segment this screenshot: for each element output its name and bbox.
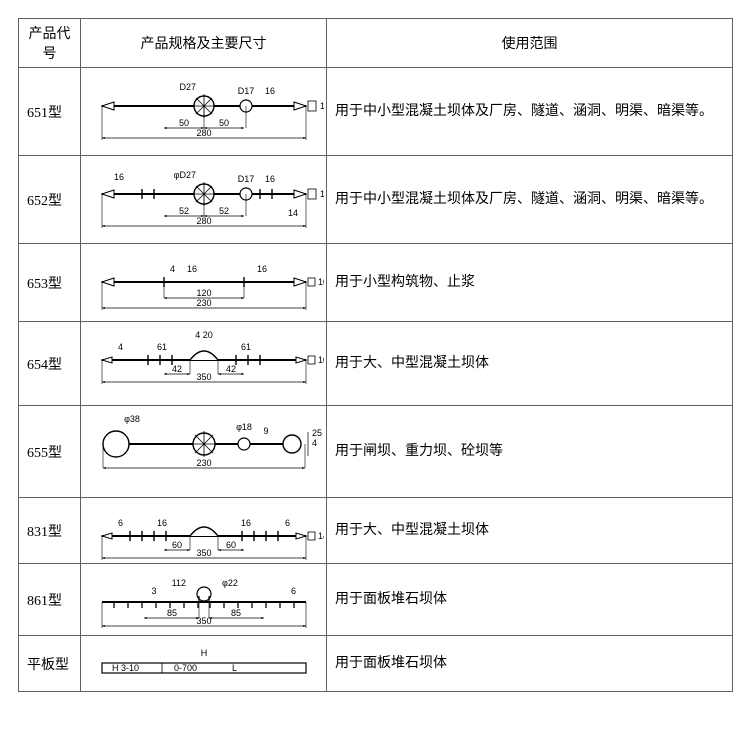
svg-text:230: 230 [196, 298, 211, 308]
svg-text:D27: D27 [179, 82, 196, 92]
svg-text:85: 85 [166, 608, 176, 618]
svg-text:4: 4 [118, 342, 123, 352]
cell-drawing: H H 3-10 0-700 L [81, 636, 327, 692]
svg-text:4: 4 [170, 264, 175, 274]
svg-text:42: 42 [225, 364, 235, 374]
svg-text:16: 16 [114, 172, 124, 182]
cell-drawing: 16 14 φD27 D17 16 12 52 52 280 [81, 156, 327, 244]
svg-text:280: 280 [196, 128, 211, 138]
cell-drawing: 6 6 16 16 14 60 60 350 [81, 498, 327, 564]
svg-text:50: 50 [178, 118, 188, 128]
svg-text:6: 6 [284, 518, 289, 528]
svg-text:4 20: 4 20 [195, 330, 213, 340]
cell-usage: 用于闸坝、重力坝、砼坝等 [327, 406, 733, 498]
svg-text:16: 16 [156, 518, 166, 528]
svg-text:120: 120 [196, 288, 211, 298]
table-row: 651型 D27 D17 16 12 50 50 280 用于中小型混凝土坝体及厂房、隧道、涵洞… [19, 68, 733, 156]
svg-text:0-700: 0-700 [174, 663, 197, 673]
table-row: 平板型 H H 3-10 0-700 L 用于面板堆石坝体 [19, 636, 733, 692]
cell-drawing: D27 D17 16 12 50 50 280 [81, 68, 327, 156]
col-code: 产品代号 [19, 19, 81, 68]
cell-drawing: 4 16 16 10 120230 [81, 244, 327, 322]
svg-text:10: 10 [318, 277, 324, 287]
cell-drawing: φ38 φ18 9 254 230 [81, 406, 327, 498]
svg-text:L: L [232, 663, 237, 673]
cell-code: 654型 [19, 322, 81, 406]
svg-text:52: 52 [178, 206, 188, 216]
svg-text:60: 60 [225, 540, 235, 550]
svg-text:12: 12 [320, 189, 324, 199]
svg-text:61: 61 [156, 342, 166, 352]
cell-usage: 用于小型构筑物、止浆 [327, 244, 733, 322]
cell-usage: 用于中小型混凝土坝体及厂房、隧道、涵洞、明渠、暗渠等。 [327, 68, 733, 156]
cell-code: 861型 [19, 564, 81, 636]
svg-text:25: 25 [312, 428, 322, 438]
cell-usage: 用于面板堆石坝体 [327, 636, 733, 692]
cell-usage: 用于大、中型混凝土坝体 [327, 498, 733, 564]
svg-text:D17: D17 [237, 86, 254, 96]
table-row: 653型 4 16 16 10 120230 用于小型构筑物、止浆 [19, 244, 733, 322]
svg-text:61: 61 [240, 342, 250, 352]
cell-usage: 用于面板堆石坝体 [327, 564, 733, 636]
cell-code: 653型 [19, 244, 81, 322]
svg-text:12: 12 [320, 101, 324, 111]
svg-text:9: 9 [263, 426, 268, 436]
svg-text:φD27: φD27 [173, 170, 195, 180]
svg-text:16: 16 [264, 174, 274, 184]
svg-text:14: 14 [287, 208, 297, 218]
cell-usage: 用于大、中型混凝土坝体 [327, 322, 733, 406]
cell-code: 655型 [19, 406, 81, 498]
table-row: 654型 4 4 20 61 61 10 42 42 350 用于大、中型混凝土坝体 [19, 322, 733, 406]
svg-text:85: 85 [230, 608, 240, 618]
cell-drawing: φ22 112 3 6 85 85 350 [81, 564, 327, 636]
svg-text:φ38: φ38 [124, 414, 140, 424]
cell-code: 831型 [19, 498, 81, 564]
svg-text:42: 42 [171, 364, 181, 374]
svg-text:H: H [200, 648, 207, 658]
table-row: 831型 6 6 16 16 14 60 60 350 用于大、中型混凝土坝体 [19, 498, 733, 564]
svg-text:16: 16 [264, 86, 274, 96]
svg-text:60: 60 [171, 540, 181, 550]
svg-text:350: 350 [196, 616, 211, 626]
col-usage: 使用范围 [327, 19, 733, 68]
table-row: 861型 φ22 112 3 6 85 85 350 用于面板堆石坝体 [19, 564, 733, 636]
table-row: 655型 φ38 φ18 9 254 230 用于闸坝、重力坝、砼坝等 [19, 406, 733, 498]
svg-text:14: 14 [318, 531, 324, 541]
svg-text:φ22: φ22 [222, 578, 238, 588]
svg-text:10: 10 [318, 355, 324, 365]
svg-text:4: 4 [312, 438, 317, 448]
svg-text:50: 50 [218, 118, 228, 128]
svg-text:350: 350 [196, 548, 211, 558]
svg-text:52: 52 [218, 206, 228, 216]
svg-text:16: 16 [256, 264, 266, 274]
svg-text:230: 230 [196, 458, 211, 468]
svg-text:6: 6 [290, 586, 295, 596]
spec-table: 产品代号 产品规格及主要尺寸 使用范围 651型 D27 D17 16 12 50 50 28… [18, 18, 733, 692]
table-row: 652型 16 14 φD27 D17 16 12 52 52 280 用于中小型混凝土坝体及厂房、… [19, 156, 733, 244]
svg-text:112: 112 [171, 578, 185, 588]
svg-text:6: 6 [118, 518, 123, 528]
cell-code: 651型 [19, 68, 81, 156]
svg-text:350: 350 [196, 372, 211, 382]
svg-text:3: 3 [151, 586, 156, 596]
svg-text:φ18: φ18 [236, 422, 252, 432]
svg-text:16: 16 [240, 518, 250, 528]
cell-code: 652型 [19, 156, 81, 244]
col-spec: 产品规格及主要尺寸 [81, 19, 327, 68]
svg-text:16: 16 [186, 264, 196, 274]
svg-text:H 3-10: H 3-10 [112, 663, 139, 673]
cell-drawing: 4 4 20 61 61 10 42 42 350 [81, 322, 327, 406]
cell-code: 平板型 [19, 636, 81, 692]
cell-usage: 用于中小型混凝土坝体及厂房、隧道、涵洞、明渠、暗渠等。 [327, 156, 733, 244]
svg-text:280: 280 [196, 216, 211, 226]
svg-text:D17: D17 [237, 174, 254, 184]
